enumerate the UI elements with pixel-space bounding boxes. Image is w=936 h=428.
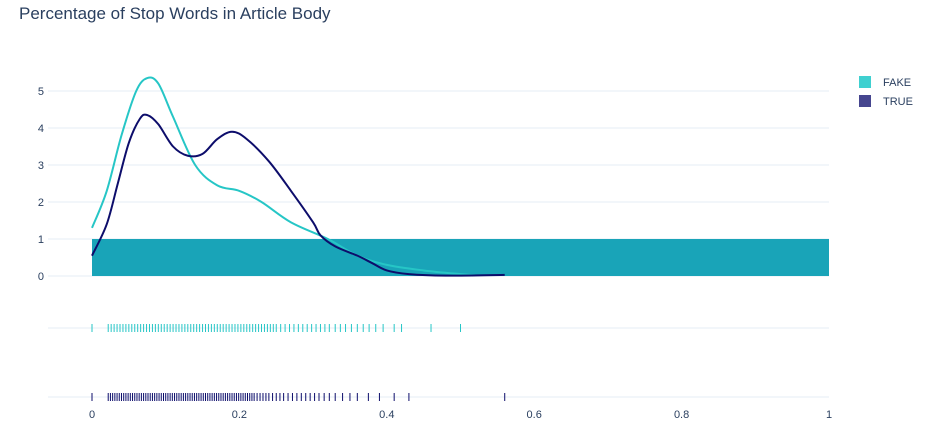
density-lines <box>91 76 505 277</box>
legend-label: FAKE <box>883 77 911 89</box>
legend[interactable]: FAKE TRUE <box>859 76 913 108</box>
density-line-true <box>91 113 505 277</box>
y-tick-label: 1 <box>38 234 44 246</box>
x-tick-label: 1 <box>826 409 832 421</box>
x-tick-label: 0.2 <box>232 409 247 421</box>
y-tick-label: 4 <box>38 123 44 135</box>
y-tick-label: 0 <box>38 271 44 283</box>
y-tick-label: 3 <box>38 160 44 172</box>
legend-item-fake[interactable]: FAKE <box>859 76 911 89</box>
y-tick-label: 5 <box>38 86 44 98</box>
x-tick-label: 0.6 <box>527 409 542 421</box>
x-tick-label: 0.8 <box>674 409 689 421</box>
x-tick-label: 0 <box>89 409 95 421</box>
x-tick-label: 0.4 <box>379 409 394 421</box>
background-bar <box>92 239 829 276</box>
y-tick-label: 2 <box>38 197 44 209</box>
legend-item-true[interactable]: TRUE <box>859 95 913 108</box>
chart-title: Percentage of Stop Words in Article Body <box>19 4 331 23</box>
legend-swatch <box>859 76 871 88</box>
legend-swatch <box>859 95 871 107</box>
density-line-fake <box>91 76 476 277</box>
legend-label: TRUE <box>883 96 913 108</box>
rug-plots <box>91 324 506 401</box>
axes: 0 1 2 3 4 5 0 0.2 0.4 0.6 0.8 1 <box>38 86 832 421</box>
bar <box>92 239 829 276</box>
